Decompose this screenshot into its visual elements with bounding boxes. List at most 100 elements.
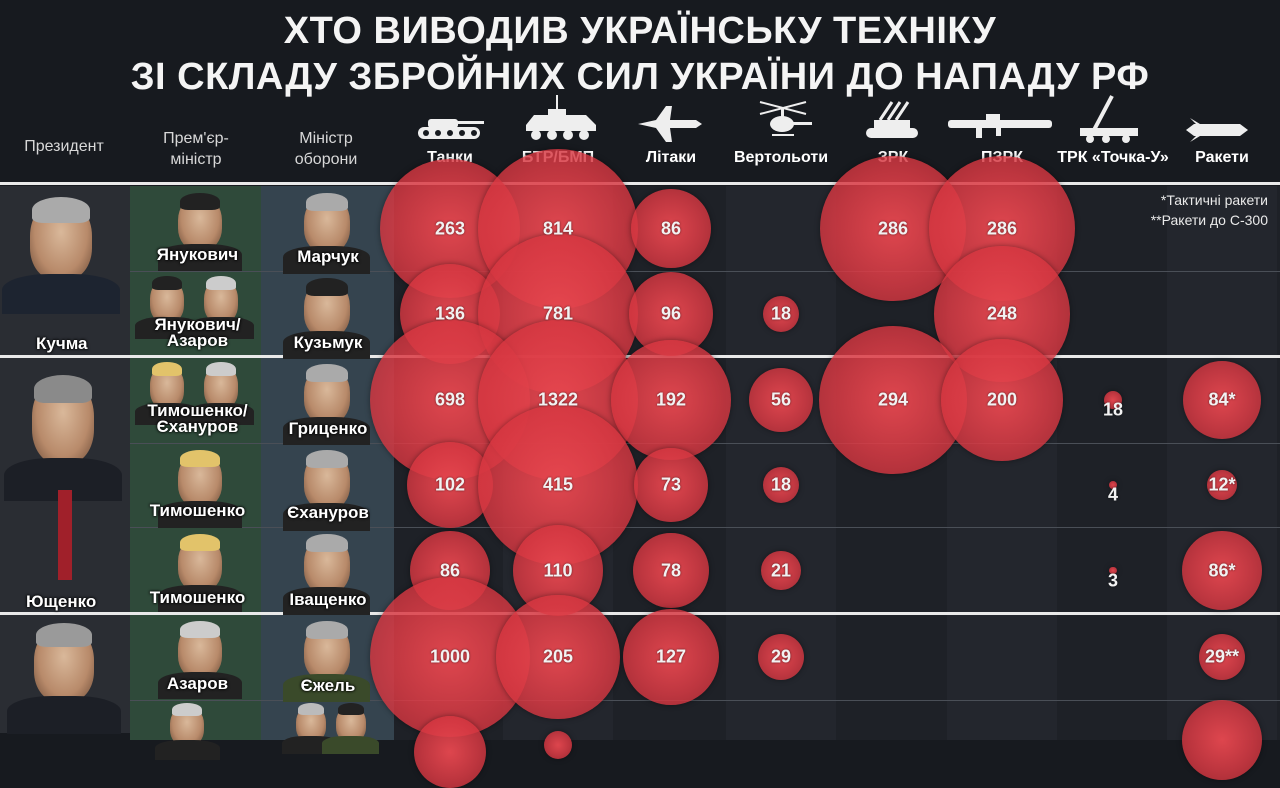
pm-name: Янукович [156,245,239,264]
portrait-hair [152,362,182,376]
row-divider [130,700,1280,701]
portrait-suit [135,403,200,425]
value-label: 3 [1107,570,1119,590]
value-label: 127 [655,646,687,667]
pm-name: Тимошенко/ Єхануров [147,401,248,436]
dm-name: Гриценко [288,419,368,438]
value-label: 136 [434,303,466,324]
value-label: 1000 [429,646,471,667]
value-bubble [941,339,1063,461]
portrait-hair [32,197,90,223]
jet-icon [638,106,702,142]
value-label: 102 [434,474,466,495]
value-bubble [622,608,720,706]
portrait-suit [158,244,242,271]
value-label: 110 [543,560,573,580]
value-label: 192 [655,389,687,410]
missile-icon [1186,118,1248,142]
value-label: 1322 [537,389,579,410]
portrait-hair [306,193,348,211]
portrait-hair [180,450,220,467]
value-label: 294 [877,389,909,410]
value-bubble [631,188,711,269]
value-bubble [762,295,800,333]
note-tactical: *Тактичні ракети [1160,192,1268,208]
portrait-hair [306,364,348,382]
category-header: Літаки [645,149,697,166]
portrait-suit [189,317,254,339]
portrait-hair [36,623,92,647]
portrait-suit [2,274,120,314]
value-label: 286 [986,218,1018,238]
portrait-suit [322,736,379,754]
value-label: 18 [770,474,792,495]
header-divider [0,182,1280,185]
dm-cell [261,700,394,740]
president-name: Ющенко [26,592,97,611]
portrait-suit [155,740,220,760]
portrait-suit [283,674,370,702]
value-bubble [1207,470,1237,500]
portrait-hair [306,534,348,552]
page-title: ХТО ВИВОДИВ УКРАЇНСЬКУ ТЕХНІКУ ЗІ СКЛАДУ… [0,8,1280,100]
dm-name: Єхануров [287,503,369,522]
column-shade [947,700,1057,740]
value-label: 29 [770,646,792,667]
president-divider [0,612,1280,615]
title-line-1: ХТО ВИВОДИВ УКРАЇНСЬКУ ТЕХНІКУ [283,10,997,52]
value-bubble [496,595,620,719]
portrait-hair [172,703,202,716]
pm-name: Азаров [166,674,229,693]
value-label: 781 [542,303,574,324]
value-label: 12* [1208,474,1236,495]
portrait-hair [306,278,348,296]
portrait-suit [158,672,242,699]
value-label: 263 [434,218,466,238]
value-bubble [1108,480,1118,490]
value-bubble [1198,633,1246,681]
portrait-hair [180,193,220,210]
value-bubble [761,550,801,591]
dm-name: Єжель [300,676,356,695]
dm-name: Іващенко [289,590,367,609]
portrait-tie [58,490,72,580]
helicopter-icon [759,101,812,136]
value-label: 96 [660,303,682,324]
value-label: 814 [542,218,574,238]
value-label: 248 [986,303,1018,324]
portrait-hair [180,621,220,638]
portrait-suit [158,585,242,612]
apc-icon [526,95,596,140]
pm-name: Тимошенко [149,588,246,607]
header-pm: Прем'єр- міністр [163,130,229,168]
column-shade [726,700,836,740]
value-bubble [414,716,486,788]
sam-icon [866,101,918,138]
value-bubble [1103,390,1123,410]
column-shade [947,614,1057,700]
value-bubble [1182,700,1262,780]
value-label: 56 [770,389,792,410]
value-bubble [762,466,800,504]
header-dm: Міністр оборони [294,130,358,168]
value-label: 86* [1208,560,1236,580]
value-bubble [757,633,805,681]
category-header: Вертольоти [733,149,829,166]
value-bubble [748,367,814,433]
value-label: 86 [439,560,461,580]
portrait-suit [283,331,370,359]
column-shade [1167,271,1277,357]
value-label: 18 [770,303,792,324]
portrait-hair [180,534,220,551]
portrait-hair [206,362,236,376]
value-bubble [634,448,708,522]
value-label: 73 [660,474,682,495]
column-shade [726,186,836,271]
row-divider [130,271,1280,272]
dm-name: Марчук [297,247,359,266]
value-label: 286 [877,218,909,238]
pm-name: Янукович/ Азаров [154,315,241,350]
value-label: 415 [542,474,574,495]
portrait-suit [7,696,121,734]
category-header: ТРК «Точка-У» [1057,149,1169,166]
